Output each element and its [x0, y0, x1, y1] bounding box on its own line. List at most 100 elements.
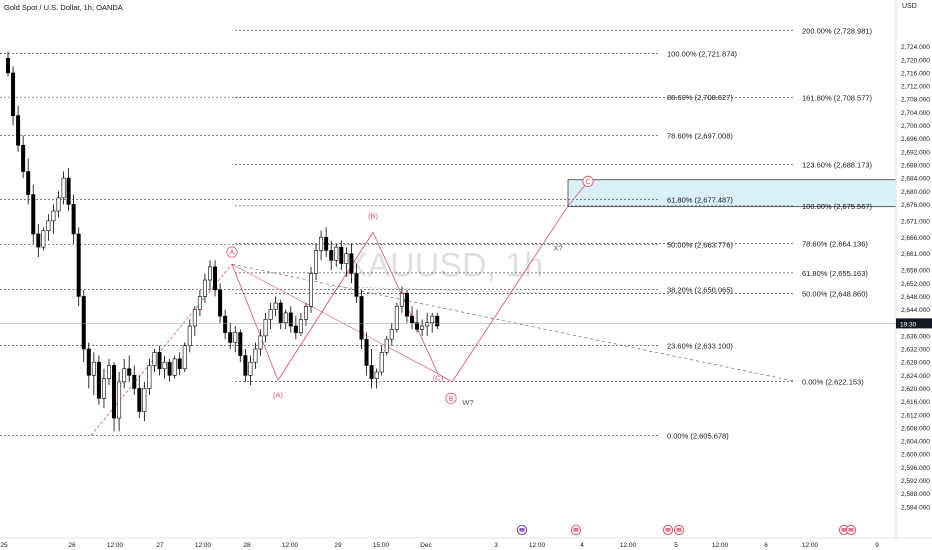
y-tick-label: 2,688.000 [901, 162, 930, 169]
x-tick-label: 25 [0, 542, 8, 549]
candle-body [6, 57, 11, 74]
x-tick-label: 15:00 [373, 542, 390, 549]
y-tick-label: 2,632.000 [901, 347, 930, 354]
candle-body [233, 332, 238, 343]
y-tick-label: 2,584.000 [901, 504, 930, 511]
y-tick-label: 2,604.000 [901, 439, 930, 446]
fib-level-label: 50.00% (2,648.860) [802, 290, 868, 299]
candle-body [283, 312, 288, 324]
fib-level-label: 78.60% (2,664.136) [802, 239, 868, 248]
x-tick-label: 6 [764, 542, 768, 549]
candle-body [425, 322, 430, 327]
event-icon-flag [519, 528, 525, 532]
candle-body [187, 325, 192, 347]
price-tag [896, 318, 932, 329]
fib-level-label: 61.80% (2,677.487) [667, 196, 733, 205]
fib-level-label: 61.80% (2,655.163) [802, 269, 868, 278]
candle-body [389, 329, 394, 340]
candle-body [399, 292, 404, 307]
candle-body [218, 289, 223, 317]
y-tick-label: 2,636.000 [901, 333, 930, 340]
fib-level-label: 161.80% (2,708.577) [802, 93, 873, 102]
candle-body [288, 312, 293, 327]
candle-body [268, 309, 273, 320]
x-tick-label: 28 [243, 542, 251, 549]
candle-body [253, 348, 258, 363]
candle-body [213, 266, 218, 291]
candle-body [379, 352, 384, 373]
y-tick-label: 2,652.000 [901, 281, 930, 288]
y-tick-label: 2,680.000 [901, 189, 930, 196]
wave-label: B [449, 396, 454, 403]
fib-level-label: 23.60% (2,633.100) [667, 341, 733, 350]
candle-body [238, 332, 243, 356]
candle-body [324, 236, 329, 251]
candle-body [81, 296, 86, 350]
candle-body [157, 352, 162, 370]
x-tick-label: 12:00 [529, 542, 546, 549]
candle-body [182, 345, 187, 370]
candle-body [329, 250, 334, 261]
x-tick-label: 12:00 [195, 542, 212, 549]
wave-label: (A) [273, 390, 284, 399]
wave-line [231, 263, 439, 374]
y-tick-label: 2,656.000 [901, 268, 930, 275]
x-tick-label: Dec [420, 542, 432, 549]
time-axis[interactable]: 25 26 12:00 27 12:00 28 12:00 29 15:00 Dec 3 12:00 4… [0, 537, 932, 549]
candle-body [223, 315, 228, 333]
fib-level-label: 200.00% (2,728.981) [802, 26, 873, 35]
candle-body [61, 177, 66, 199]
event-icon-flag [573, 528, 579, 532]
candle-body [112, 365, 117, 419]
candle-body [430, 315, 435, 324]
candle-body [172, 358, 177, 376]
target-zone-box [567, 179, 897, 208]
candle-body [228, 332, 233, 343]
x-tick-label: 27 [156, 542, 164, 549]
wave-label: W? [462, 398, 473, 407]
y-tick-label: 2,724.000 [901, 44, 930, 51]
candle-body [21, 144, 26, 172]
candle-body [107, 365, 112, 379]
candle-body [31, 194, 36, 235]
fib-level-label: 78.60% (2,697.008) [667, 131, 733, 140]
event-icon-flag [665, 528, 671, 532]
y-tick-label: 2,666.000 [901, 235, 930, 242]
y-tick-label: 2,720.000 [901, 57, 930, 64]
x-tick-label: 12:00 [620, 542, 637, 549]
fib-level-label: 38.20% (2,650.065) [667, 286, 733, 295]
candle-body [127, 368, 132, 376]
wave-label: (B) [368, 212, 379, 221]
x-tick-label: 26 [68, 542, 76, 549]
candle-body [177, 358, 182, 370]
candle-body [147, 365, 152, 389]
x-tick-label: 4 [580, 542, 584, 549]
x-tick-label: 12:00 [802, 542, 819, 549]
candle-body [56, 197, 61, 212]
y-tick-label: 2,600.000 [901, 452, 930, 459]
y-tick-label: 2,676.000 [901, 202, 930, 209]
event-icons[interactable] [516, 524, 857, 536]
fib-level-label: 0.00% (2,622.153) [802, 377, 864, 386]
candle-body [344, 253, 349, 264]
price-tag-label: 19:30 [900, 321, 917, 328]
y-tick-label: 2,696.000 [901, 136, 930, 143]
candle-body [354, 273, 359, 297]
y-tick-label: 2,700.000 [901, 123, 930, 130]
candle-body [11, 72, 16, 116]
candle-body [46, 220, 51, 232]
candle-body [415, 322, 420, 330]
x-tick-label: 29 [334, 542, 342, 549]
wave-label: C [585, 179, 590, 186]
x-tick-label: 5 [674, 542, 678, 549]
y-tick-label: 2,671.000 [901, 218, 930, 225]
wave-line [277, 232, 374, 381]
candle-body [132, 375, 137, 389]
candle-body [420, 325, 425, 330]
candle-body [101, 378, 106, 399]
y-tick-label: 2,712.000 [901, 84, 930, 91]
fibonacci-levels: 100.00% (2,721.874)88.60% (2,708.627)78.… [0, 26, 873, 441]
candle-body [394, 305, 399, 330]
